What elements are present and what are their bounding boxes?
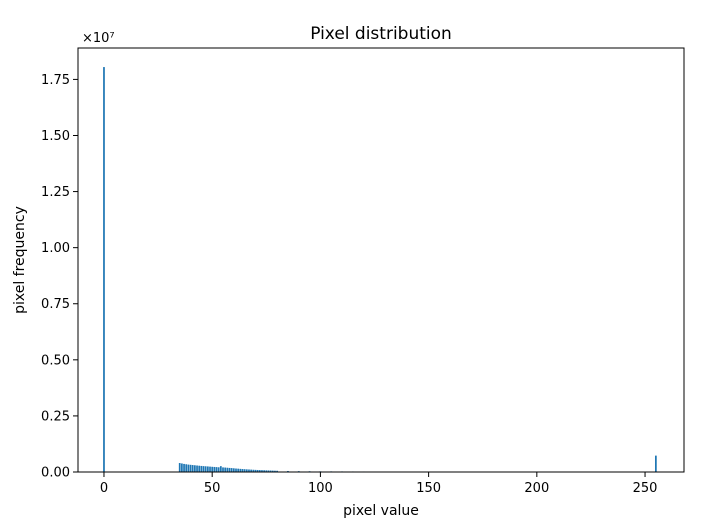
- histogram-bar: [654, 455, 657, 472]
- histogram-bar: [241, 469, 244, 472]
- y-tick-label: 1.25: [41, 185, 70, 200]
- y-tick-label: 1.00: [41, 241, 70, 256]
- histogram-bar: [245, 469, 248, 472]
- x-tick-label: 50: [204, 481, 221, 496]
- x-tick-label: 200: [524, 481, 549, 496]
- histogram-bar: [191, 465, 194, 472]
- chart-title: Pixel distribution: [310, 24, 452, 44]
- histogram-bar: [252, 469, 255, 472]
- histogram-bar: [211, 466, 214, 472]
- histogram-bar: [215, 467, 218, 472]
- y-tick-label: 0.50: [41, 353, 70, 368]
- histogram-bar: [235, 468, 237, 472]
- histogram-bar: [219, 466, 222, 472]
- histogram-bar: [237, 468, 240, 472]
- x-tick-label: 150: [416, 481, 441, 496]
- histogram-bar: [204, 466, 207, 472]
- x-tick-label: 0: [100, 481, 108, 496]
- y-tick-label: 1.75: [41, 73, 70, 88]
- histogram-bar: [265, 470, 268, 472]
- histogram-bar: [226, 467, 229, 472]
- y-axis-ticks: 0.00 0.25 0.50 0.75 1.00 1.25 1.50 1.75: [41, 73, 78, 481]
- histogram-bar: [209, 466, 211, 472]
- histogram-bar: [267, 470, 270, 472]
- y-offset-text: ×10⁷: [82, 31, 115, 46]
- histogram-bar: [217, 467, 220, 472]
- histogram-bar: [248, 469, 250, 472]
- histogram-bar: [222, 467, 224, 472]
- histogram-bar: [202, 466, 205, 472]
- histogram-bar: [213, 466, 216, 472]
- histogram-bar: [181, 463, 183, 472]
- histogram-bar: [183, 463, 185, 472]
- histogram-bar: [232, 468, 235, 472]
- histogram-bar: [287, 470, 289, 472]
- plot-frame: [77, 47, 685, 473]
- histogram-bar: [224, 467, 227, 472]
- y-axis-label: pixel frequency: [12, 206, 28, 314]
- histogram-bar: [187, 464, 190, 472]
- histogram-bar: [228, 467, 231, 472]
- histogram-bar: [103, 67, 105, 472]
- histogram-bar: [243, 469, 246, 472]
- histogram-bar: [198, 465, 201, 472]
- histogram-bar: [178, 463, 181, 472]
- y-tick-label: 1.50: [41, 129, 70, 144]
- histogram-bar: [263, 470, 265, 472]
- histogram-bar: [274, 470, 276, 472]
- histogram-bar: [200, 465, 203, 472]
- histogram-bar: [185, 464, 188, 472]
- histogram-bar: [276, 470, 278, 472]
- histogram-bar: [206, 466, 209, 472]
- bars-group: [103, 67, 657, 473]
- histogram-bar: [254, 469, 257, 472]
- y-tick-label: 0.00: [41, 466, 70, 481]
- histogram-bar: [196, 465, 198, 472]
- histogram-bar: [194, 465, 196, 472]
- x-tick-label: 250: [633, 481, 658, 496]
- x-axis-ticks: 0 50 100 150 200 250: [100, 472, 658, 496]
- histogram-bar: [239, 468, 242, 472]
- histogram-bar: [261, 470, 263, 472]
- x-axis-label: pixel value: [343, 503, 419, 519]
- y-tick-label: 0.25: [41, 409, 70, 424]
- histogram-bar: [250, 469, 253, 472]
- histogram-bar: [189, 464, 192, 472]
- histogram-bar: [269, 470, 272, 472]
- histogram-bar: [230, 468, 233, 472]
- x-tick-label: 100: [308, 481, 333, 496]
- y-tick-label: 0.75: [41, 297, 70, 312]
- histogram-bar: [258, 470, 261, 472]
- histogram-bar: [256, 469, 259, 472]
- histogram-bar: [271, 470, 274, 472]
